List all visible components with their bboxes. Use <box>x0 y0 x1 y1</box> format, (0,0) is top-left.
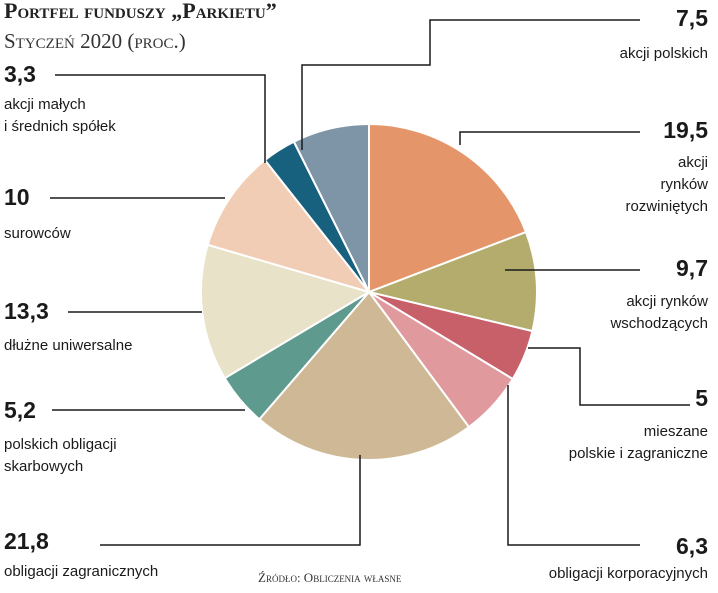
leader-line <box>301 19 640 150</box>
leader-line <box>528 347 690 406</box>
chart-title: Portfel funduszy „Parkietu” <box>4 0 277 23</box>
value-label: 5 <box>695 385 708 411</box>
leader-line <box>507 385 640 546</box>
category-label: akcji rynków rozwiniętych <box>625 154 708 215</box>
value-label: 9,7 <box>676 255 708 281</box>
category-label: akcji polskich <box>620 45 708 62</box>
value-label: 21,8 <box>4 528 49 554</box>
category-label: obligacji zagranicznych <box>4 563 158 580</box>
value-label: 13,3 <box>4 298 49 324</box>
category-label: obligacji korporacyjnych <box>549 565 708 582</box>
value-label: 6,3 <box>676 533 708 559</box>
leader-line <box>459 131 640 145</box>
pie-slice <box>365 230 538 333</box>
value-label: 10 <box>4 184 30 210</box>
leader-line <box>100 455 361 546</box>
value-label: 7,5 <box>676 5 708 31</box>
value-label: 3,3 <box>4 61 36 87</box>
value-label: 19,5 <box>663 117 708 143</box>
category-label: akcji rynków wschodzących <box>609 293 708 332</box>
leader-line <box>55 74 266 163</box>
pie-slice <box>257 290 471 461</box>
category-label: mieszane polskie i zagraniczne <box>569 423 708 462</box>
category-label: polskich obligacji skarbowych <box>4 436 117 475</box>
pie-slice <box>368 122 528 294</box>
value-label: 5,2 <box>4 397 36 423</box>
category-label: dłużne uniwersalne <box>4 337 132 354</box>
source: Źródło: Obliczenia własne <box>258 570 402 585</box>
pie-slice <box>200 243 372 380</box>
category-label: surowców <box>4 225 71 242</box>
category-label: akcji małych i średnich spółek <box>4 96 116 135</box>
chart-subtitle: Styczeń 2020 (proc.) <box>4 29 186 53</box>
pie-slice <box>206 158 372 294</box>
